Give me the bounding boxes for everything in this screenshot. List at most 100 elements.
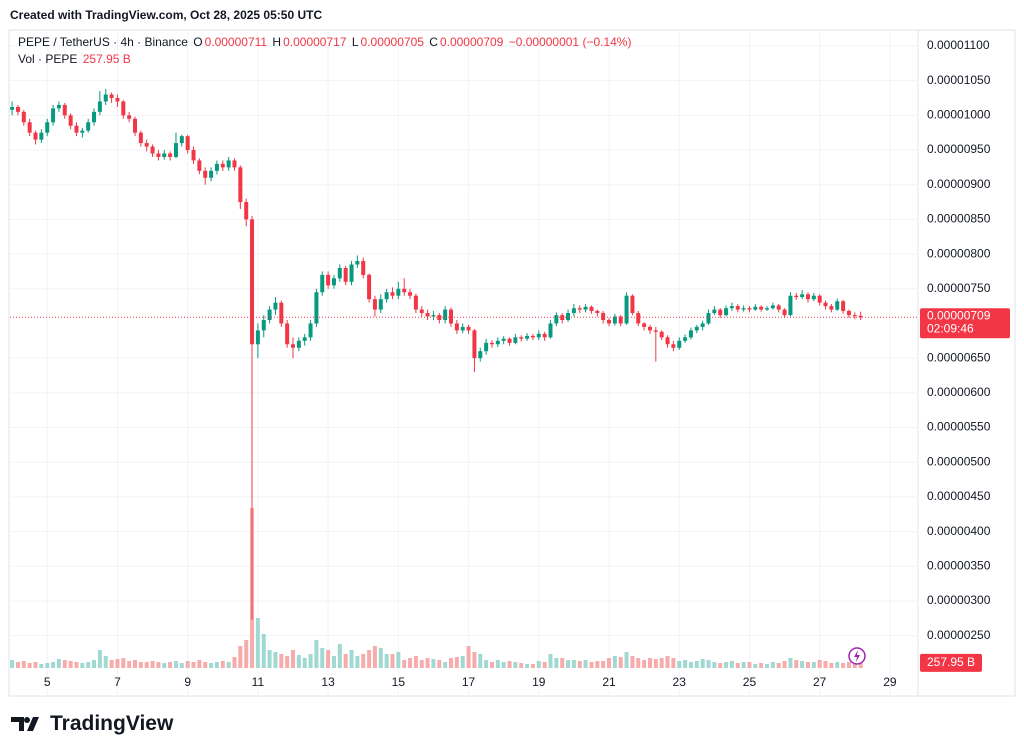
candle-body xyxy=(250,219,255,345)
x-tick-label: 15 xyxy=(392,675,406,689)
candle-body xyxy=(718,309,723,316)
candle-body xyxy=(121,101,126,116)
open-value: 0.00000711 xyxy=(204,35,268,49)
candle-body xyxy=(396,288,401,296)
candle-body xyxy=(367,274,372,300)
volume-bar xyxy=(308,654,313,668)
volume-bar xyxy=(536,661,541,668)
candle-body xyxy=(413,295,418,310)
candle-body xyxy=(753,306,758,310)
logo-icon xyxy=(11,717,39,731)
volume-bar xyxy=(372,646,377,668)
candle-body xyxy=(349,264,354,282)
candle-body xyxy=(15,107,20,112)
candle-body xyxy=(10,107,15,110)
volume-bar xyxy=(671,658,676,668)
volume-bar xyxy=(279,654,284,668)
candle-body xyxy=(443,309,448,320)
candle-body xyxy=(571,308,576,314)
candle-body xyxy=(431,315,436,317)
y-tick-label: 0.00000900 xyxy=(927,177,991,191)
candle-body xyxy=(331,278,336,286)
candle-body xyxy=(735,306,740,310)
y-tick-label: 0.00000800 xyxy=(927,246,991,260)
volume-bar xyxy=(811,662,816,668)
volume-bar xyxy=(583,660,588,668)
candle-body xyxy=(805,294,810,300)
candle-body xyxy=(741,308,746,310)
volume-bar xyxy=(817,660,822,668)
x-tick-label: 11 xyxy=(252,675,265,689)
candle-body xyxy=(729,306,734,309)
y-tick-label: 0.00000300 xyxy=(927,593,991,607)
volume-bar xyxy=(10,660,15,668)
candle-body xyxy=(612,316,617,324)
candle-body xyxy=(261,319,266,331)
volume-tag-label: 257.95 B xyxy=(927,655,975,669)
candle-body xyxy=(449,309,454,324)
candle-body xyxy=(179,136,184,144)
change: −0.00000001 (−0.14%) xyxy=(508,35,632,49)
candle-body xyxy=(460,326,465,331)
volume-bar xyxy=(489,662,494,668)
volume-bar xyxy=(121,658,126,668)
volume-bar xyxy=(729,661,734,668)
candle-body xyxy=(51,108,56,123)
volume-bar xyxy=(595,661,600,668)
candle-body xyxy=(314,292,319,324)
candle-body xyxy=(56,104,61,109)
candle-body xyxy=(829,306,834,310)
volume-bar xyxy=(852,663,857,668)
candle-body xyxy=(390,292,395,296)
volume-bar xyxy=(835,662,840,668)
volume-bar xyxy=(560,658,565,668)
candle-body xyxy=(320,274,325,293)
volume-bar xyxy=(74,662,79,668)
candle-body xyxy=(542,333,547,338)
volume-bar xyxy=(519,663,524,668)
volume-bar xyxy=(753,664,758,668)
volume-bar xyxy=(390,654,395,668)
candle-body xyxy=(765,308,770,310)
candle-body xyxy=(109,94,114,98)
candle-body xyxy=(659,331,664,338)
volume-bar xyxy=(15,662,20,668)
volume-bar xyxy=(349,650,354,668)
candle-body xyxy=(162,153,167,157)
volume-bar xyxy=(425,658,430,668)
volume-bar xyxy=(712,662,717,668)
candle-body xyxy=(513,337,518,343)
volume-legend: Vol · PEPE 257.95 B xyxy=(18,52,133,66)
volume-bar xyxy=(255,618,260,668)
close-label: C xyxy=(429,35,438,49)
last-price-tag xyxy=(920,308,1010,339)
volume-bar xyxy=(577,661,582,668)
volume-bar xyxy=(314,640,319,668)
volume-bar xyxy=(39,664,44,668)
volume-bar xyxy=(56,659,61,668)
candle-body xyxy=(372,299,377,310)
x-tick-label: 27 xyxy=(813,675,827,689)
x-tick-label: 25 xyxy=(743,675,757,689)
candle-body xyxy=(244,202,249,220)
candle-body xyxy=(823,302,828,307)
candle-body xyxy=(835,301,840,310)
candle-body xyxy=(86,122,91,131)
candle-body xyxy=(302,337,307,341)
candle-body xyxy=(419,309,424,314)
candle-body xyxy=(273,302,278,310)
volume-bar xyxy=(694,661,699,668)
volume-bar xyxy=(80,663,85,668)
volume-bar xyxy=(267,650,272,668)
candle-body xyxy=(80,130,85,133)
y-tick-label: 0.00000850 xyxy=(927,212,991,226)
volume-bar xyxy=(343,654,348,668)
candle-body xyxy=(279,302,284,324)
open-label: O xyxy=(193,35,203,49)
candle-body xyxy=(548,323,553,338)
candle-body xyxy=(712,309,717,314)
volume-bar xyxy=(788,658,793,668)
candle-body xyxy=(794,295,799,298)
volume-bar xyxy=(700,659,705,668)
candle-body xyxy=(706,313,711,324)
